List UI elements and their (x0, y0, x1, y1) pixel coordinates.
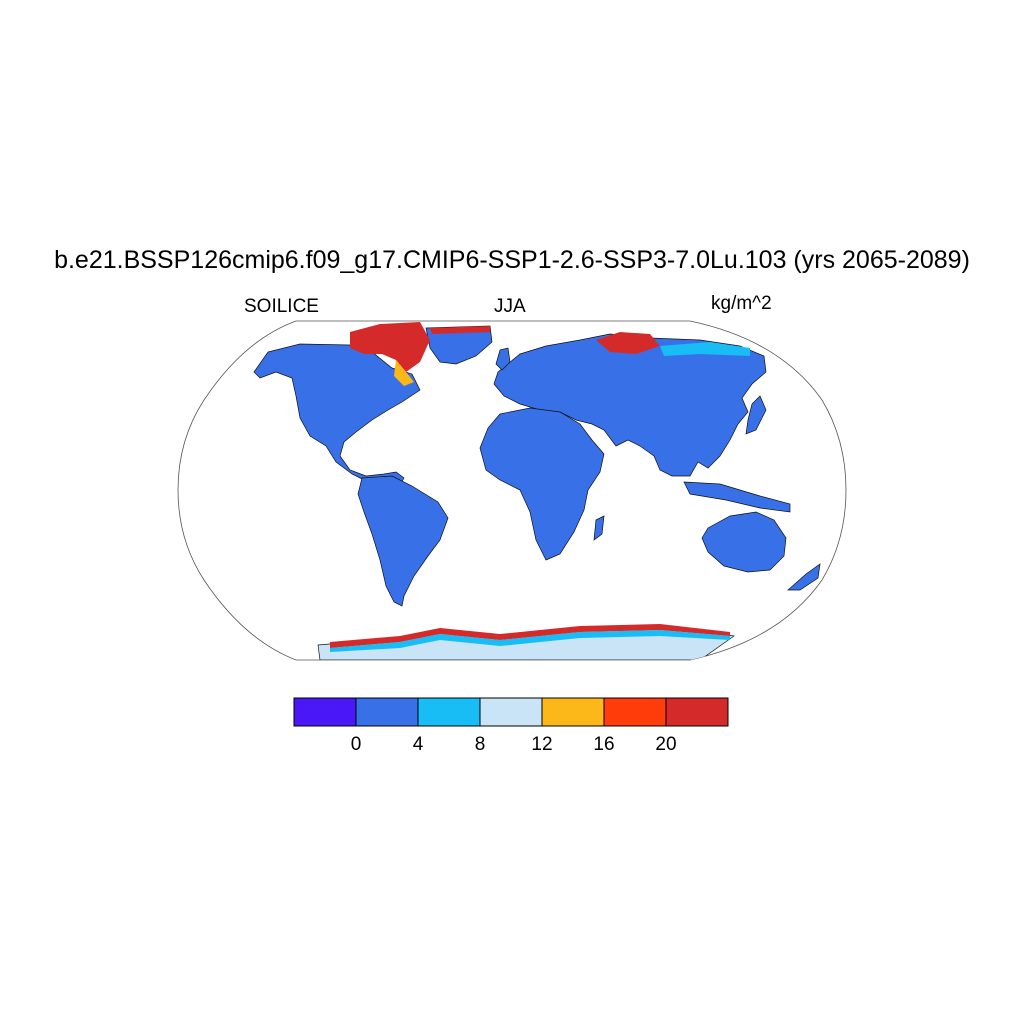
season-label: JJA (494, 296, 526, 317)
colorbar-tick-label: 8 (475, 734, 486, 755)
british-isles (495, 347, 511, 371)
canada-arctic-ice-edge (394, 360, 414, 386)
greenland-ice-rim (430, 326, 490, 334)
eurasia (493, 333, 767, 477)
colorbar-tick-label: 0 (351, 734, 362, 755)
north-america (253, 343, 421, 489)
arctic-ice-zones (330, 322, 750, 652)
siberia-arctic-ice (596, 332, 660, 354)
south-america (357, 475, 449, 607)
antarctic-coast-cold (330, 630, 730, 652)
siberia-ice-edge (660, 342, 750, 356)
colorbar-box (479, 697, 543, 727)
colorbar-tick-label: 12 (531, 734, 552, 755)
colorbar-tick-label: 4 (413, 734, 424, 755)
greenland (425, 325, 493, 365)
colorbar-box (417, 697, 481, 727)
indonesia (683, 481, 791, 513)
colorbar-box (603, 697, 667, 727)
new-zealand (787, 563, 821, 591)
colorbar-tick-label: 16 (593, 734, 614, 755)
japan (745, 395, 767, 435)
map-title: b.e21.BSSP126cmip6.f09_g17.CMIP6-SSP1-2.… (54, 246, 970, 274)
units-label: kg/m^2 (711, 293, 772, 314)
colorbar-box (665, 697, 729, 727)
colorbar-box (355, 697, 419, 727)
madagascar (593, 515, 605, 541)
colorbar-tick-label: 20 (655, 734, 676, 755)
africa (479, 407, 605, 561)
canada-arctic-ice (350, 322, 430, 372)
colorbar-box (541, 697, 605, 727)
australia (701, 511, 787, 573)
variable-label: SOILICE (244, 296, 319, 317)
colorbar-box (293, 697, 357, 727)
antarctic-coast-ice (330, 624, 730, 648)
